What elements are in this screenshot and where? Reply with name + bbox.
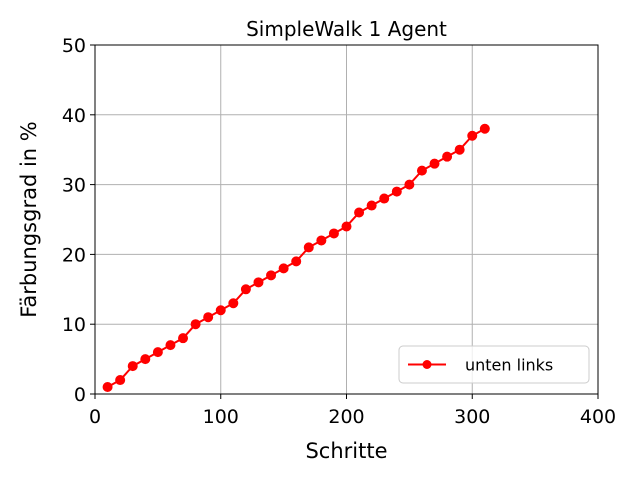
- x-axis-label: Schritte: [305, 439, 387, 463]
- data-point: [354, 207, 365, 218]
- data-point: [416, 165, 427, 176]
- data-point: [102, 382, 113, 393]
- data-point: [379, 193, 390, 204]
- data-point: [328, 228, 339, 239]
- data-point: [442, 151, 453, 162]
- data-point: [203, 312, 214, 323]
- y-tick-label: 20: [62, 244, 86, 266]
- legend: unten links: [398, 345, 590, 384]
- data-point: [266, 270, 277, 281]
- data-point: [178, 333, 189, 344]
- x-tick-label: 100: [203, 406, 239, 428]
- data-point: [341, 221, 352, 232]
- data-point: [190, 319, 201, 330]
- data-point: [240, 284, 251, 295]
- data-point: [479, 123, 490, 134]
- axis-ticks: 0 100 200 300 400 0 10 20 30 40 50: [62, 35, 616, 428]
- data-point: [467, 130, 478, 141]
- x-tick-label: 300: [454, 406, 490, 428]
- data-point: [278, 263, 289, 274]
- data-point: [228, 298, 239, 309]
- x-tick-label: 0: [89, 406, 101, 428]
- y-tick-label: 40: [62, 105, 86, 127]
- data-point: [429, 158, 440, 169]
- data-point: [165, 340, 176, 351]
- y-tick-label: 50: [62, 35, 86, 57]
- legend-box: [398, 345, 590, 384]
- y-axis-label: Färbungsgrad in %: [17, 121, 41, 318]
- x-tick-label: 400: [580, 406, 616, 428]
- legend-marker: [422, 360, 432, 369]
- data-point: [152, 347, 163, 358]
- y-tick-label: 30: [62, 175, 86, 197]
- data-point: [316, 235, 327, 246]
- x-tick-label: 200: [328, 406, 364, 428]
- data-point: [115, 375, 126, 386]
- data-point: [291, 256, 302, 267]
- data-point: [253, 277, 264, 288]
- data-point: [366, 200, 377, 211]
- data-point: [404, 179, 415, 190]
- data-point: [454, 144, 465, 155]
- data-point: [215, 305, 226, 316]
- chart-title: SimpleWalk 1 Agent: [246, 17, 447, 41]
- data-point: [391, 186, 402, 197]
- data-point: [127, 361, 138, 372]
- y-tick-label: 0: [74, 384, 86, 406]
- legend-label: unten links: [465, 356, 553, 375]
- data-point: [140, 354, 151, 365]
- data-point: [303, 242, 314, 253]
- series-layer: [102, 123, 490, 393]
- y-tick-label: 10: [62, 314, 86, 336]
